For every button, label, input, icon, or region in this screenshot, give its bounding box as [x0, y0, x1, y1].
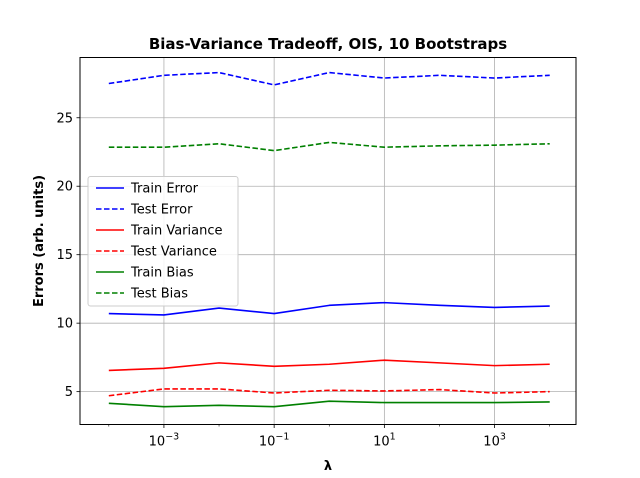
- legend: Train Error Test Error Train Variance Test …: [87, 176, 239, 307]
- y-axis-label: Errors (arb. units): [32, 175, 47, 307]
- x-tick-label: 10−3: [149, 432, 180, 450]
- x-tick-label: 101: [373, 432, 396, 450]
- series-line-train-error: [108, 301, 550, 316]
- x-tick-label: 103: [483, 432, 506, 450]
- legend-label: Train Error: [130, 182, 199, 197]
- legend-label: Test Bias: [130, 287, 188, 302]
- y-tick-label: 20: [56, 180, 73, 195]
- series-line-train-variance: [108, 359, 550, 372]
- legend-label: Test Error: [130, 203, 193, 218]
- series-line-test-bias: [108, 141, 550, 152]
- series-lines: [108, 71, 550, 408]
- legend-box: [87, 176, 239, 307]
- series-line-test-variance: [108, 388, 550, 397]
- y-tick-label: 15: [56, 248, 73, 263]
- legend-label: Train Bias: [130, 266, 194, 281]
- y-tick-label: 25: [56, 111, 73, 126]
- plot-frame: [79, 57, 577, 425]
- series-line-test-error: [108, 71, 550, 86]
- x-tick-label: 10−1: [259, 432, 290, 450]
- legend-label: Train Variance: [130, 224, 222, 239]
- legend-label: Test Variance: [130, 245, 217, 260]
- series-line-train-bias: [108, 400, 550, 408]
- chart-title: Bias-Variance Tradeoff, OIS, 10 Bootstra…: [149, 35, 507, 53]
- x-axis-label: λ: [324, 459, 332, 474]
- y-tick-label: 5: [65, 385, 73, 400]
- y-tick-label: 10: [56, 317, 73, 332]
- axis-ticks: 10−3 10−1 101 103 5 10 15 20 25: [56, 111, 551, 450]
